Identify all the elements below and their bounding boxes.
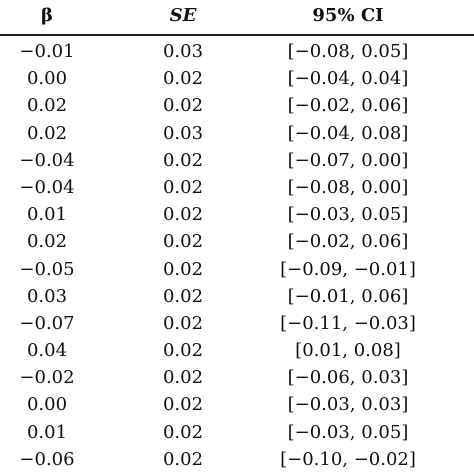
table-row: −0.02 0.02 [−0.06, 0.03]	[0, 364, 474, 391]
cell-beta: 0.00	[26, 68, 68, 90]
cell-ci: [−0.03, 0.03]	[287, 394, 409, 416]
table-row: 0.03 0.02 [−0.01, 0.06]	[0, 283, 474, 310]
cell-se: 0.02	[162, 394, 204, 416]
table-row: 0.02 0.02 [−0.02, 0.06]	[0, 92, 474, 119]
header-ci: 95% CI	[312, 5, 384, 26]
cell-ci: [−0.09, −0.01]	[280, 258, 416, 280]
table-row: −0.04 0.02 [−0.07, 0.00]	[0, 147, 474, 174]
table-row: 0.01 0.02 [−0.03, 0.05]	[0, 201, 474, 228]
table-body: −0.01 0.03 [−0.08, 0.05] 0.00 0.02 [−0.04, 0.…	[0, 38, 474, 473]
cell-beta: −0.04	[19, 176, 75, 198]
cell-ci: [−0.06, 0.03]	[287, 367, 409, 389]
table-row: −0.04 0.02 [−0.08, 0.00]	[0, 174, 474, 201]
table-row: 0.02 0.02 [−0.02, 0.06]	[0, 228, 474, 255]
cell-se: 0.02	[162, 285, 204, 307]
cell-se: 0.03	[162, 41, 204, 62]
table-row: 0.00 0.02 [−0.03, 0.03]	[0, 391, 474, 418]
cell-beta: 0.01	[26, 204, 68, 226]
cell-beta: 0.01	[26, 421, 68, 443]
header-rule	[0, 34, 474, 36]
table-header: β SE 95% CI	[0, 0, 474, 34]
cell-beta: −0.07	[19, 312, 75, 334]
cell-se: 0.02	[162, 149, 204, 171]
cell-beta: 0.03	[26, 285, 68, 307]
cell-beta: 0.00	[26, 394, 68, 416]
table-row: −0.01 0.03 [−0.08, 0.05]	[0, 38, 474, 65]
cell-ci: [−0.11, −0.03]	[280, 312, 416, 334]
cell-beta: −0.04	[19, 149, 75, 171]
cell-beta: −0.01	[19, 41, 75, 62]
cell-ci: [−0.02, 0.06]	[287, 95, 409, 117]
cell-ci: [−0.03, 0.05]	[287, 421, 409, 443]
cell-beta: 0.02	[26, 231, 68, 253]
cell-beta: −0.06	[19, 448, 75, 470]
table-row: 0.04 0.02 [0.01, 0.08]	[0, 337, 474, 364]
cell-ci: [0.01, 0.08]	[295, 340, 401, 362]
cell-se: 0.02	[162, 176, 204, 198]
cell-se: 0.02	[162, 340, 204, 362]
table-row: −0.07 0.02 [−0.11, −0.03]	[0, 310, 474, 337]
cell-se: 0.03	[162, 122, 204, 144]
header-beta: β	[41, 5, 53, 26]
cell-beta: 0.02	[26, 95, 68, 117]
cell-se: 0.02	[162, 204, 204, 226]
cell-ci: [−0.07, 0.00]	[287, 149, 409, 171]
cell-beta: 0.04	[26, 340, 68, 362]
cell-ci: [−0.08, 0.00]	[287, 176, 409, 198]
table-row: −0.05 0.02 [−0.09, −0.01]	[0, 256, 474, 283]
cell-beta: −0.02	[19, 367, 75, 389]
table-row: 0.02 0.03 [−0.04, 0.08]	[0, 120, 474, 147]
cell-se: 0.02	[162, 367, 204, 389]
cell-ci: [−0.02, 0.06]	[287, 231, 409, 253]
cell-ci: [−0.04, 0.08]	[287, 122, 409, 144]
cell-se: 0.02	[162, 231, 204, 253]
cell-ci: [−0.10, −0.02]	[280, 448, 416, 470]
table-row: 0.00 0.02 [−0.04, 0.04]	[0, 65, 474, 92]
cell-se: 0.02	[162, 68, 204, 90]
cell-se: 0.02	[162, 448, 204, 470]
table-row: −0.06 0.02 [−0.10, −0.02]	[0, 446, 474, 473]
cell-beta: −0.05	[19, 258, 75, 280]
cell-ci: [−0.04, 0.04]	[287, 68, 409, 90]
header-se: SE	[169, 5, 197, 26]
cell-beta: 0.02	[26, 122, 68, 144]
cell-ci: [−0.03, 0.05]	[287, 204, 409, 226]
cell-ci: [−0.08, 0.05]	[287, 41, 409, 62]
cell-se: 0.02	[162, 258, 204, 280]
cell-se: 0.02	[162, 95, 204, 117]
table-row: 0.01 0.02 [−0.03, 0.05]	[0, 419, 474, 446]
cell-se: 0.02	[162, 421, 204, 443]
cell-se: 0.02	[162, 312, 204, 334]
cell-ci: [−0.01, 0.06]	[287, 285, 409, 307]
